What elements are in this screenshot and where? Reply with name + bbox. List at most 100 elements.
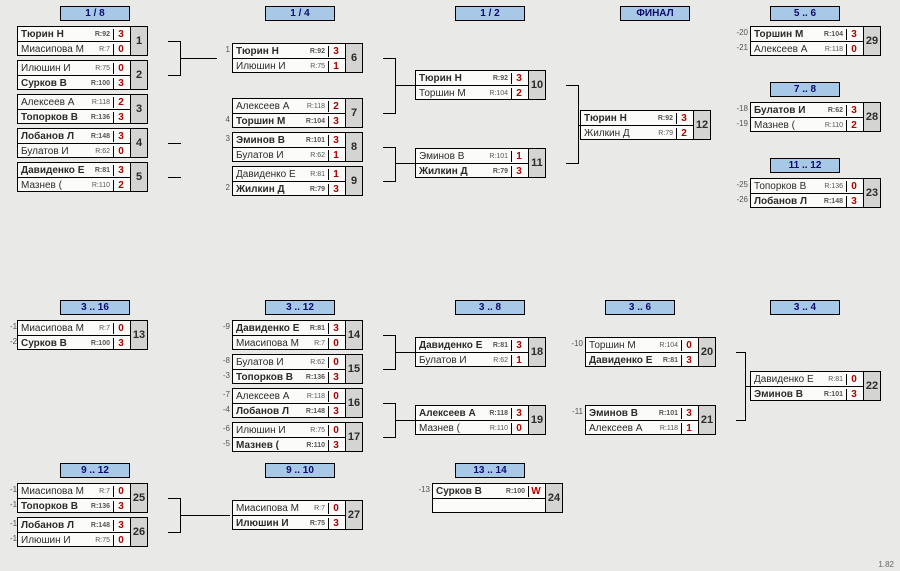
match-row: Лобанов ЛR:1483 (751, 194, 863, 209)
player-rating: R:104 (489, 90, 511, 97)
round-header: 3 .. 16 (60, 300, 130, 315)
connector (168, 177, 181, 178)
match-box: Миасипова МR:70Илюшин ИR:753 (232, 500, 346, 530)
match-row: Торшин МR:1042 (416, 86, 528, 101)
round-header: 3 .. 4 (770, 300, 840, 315)
match-row: Жилкин ДR:793 (233, 182, 345, 197)
match-box: Тюрин НR:923Миасипова МR:70 (17, 26, 131, 56)
match-row: Алексеев АR:1183 (416, 406, 528, 421)
match-row: Булатов ИR:623 (751, 103, 863, 118)
round-header: 9 .. 12 (60, 463, 130, 478)
player-score: 0 (846, 374, 861, 385)
match-box: Лобанов ЛR:1483Илюшин ИR:750 (17, 517, 131, 547)
round-header: 1 / 2 (455, 6, 525, 21)
match-box: Алексеев АR:1182Торшин МR:1043 (232, 98, 346, 128)
player-score: 2 (511, 88, 526, 99)
player-rating: R:104 (659, 342, 681, 349)
player-score: 3 (328, 46, 343, 57)
match-box: Давиденко ЕR:810Эминов ВR:1013 (750, 371, 864, 401)
player-rating: R:81 (95, 167, 113, 174)
player-rating: R:136 (91, 114, 113, 121)
player-name: Топорков В (21, 501, 91, 512)
player-score: 3 (328, 518, 343, 529)
seed: 1 (217, 45, 230, 54)
player-rating: R:136 (91, 503, 113, 510)
match-box: Давиденко ЕR:813Мазнев (R:1102 (17, 162, 131, 192)
match-box: Алексеев АR:1180Лобанов ЛR:1483 (232, 388, 346, 418)
match-row: Илюшин ИR:750 (233, 423, 345, 438)
match-row: Сурков ВR:1003 (18, 336, 130, 351)
player-rating: R:136 (306, 374, 328, 381)
match-id-badge: 17 (345, 422, 363, 452)
player-score: 0 (328, 503, 343, 514)
player-name: Лобанов Л (236, 406, 306, 417)
match-row: Тюрин НR:923 (581, 111, 693, 126)
round-header: 9 .. 10 (265, 463, 335, 478)
match-row: Давиденко ЕR:813 (233, 321, 345, 336)
player-name: Жилкин Д (236, 184, 310, 195)
match-id-badge: 26 (130, 517, 148, 547)
match-box: Сурков ВR:100W (432, 483, 546, 513)
player-rating: R:75 (310, 63, 328, 70)
match-row: Давиденко ЕR:811 (233, 167, 345, 182)
player-rating: R:110 (490, 425, 511, 432)
match-box: Илюшин ИR:750Мазнев (R:1103 (232, 422, 346, 452)
player-score: 3 (511, 340, 526, 351)
match-row: Мазнев (R:1102 (751, 118, 863, 133)
match-row (433, 499, 545, 514)
player-rating: R:92 (658, 115, 676, 122)
seed: -9 (215, 322, 230, 331)
player-rating: R:100 (91, 80, 113, 87)
match-box: Давиденко ЕR:813Миасипова МR:70 (232, 320, 346, 350)
match-row: Лобанов ЛR:1483 (233, 404, 345, 419)
match-id-badge: 24 (545, 483, 563, 513)
player-rating: R:148 (91, 133, 113, 140)
match-id-badge: 20 (698, 337, 716, 367)
player-name: Эминов В (419, 151, 489, 162)
match-row: Алексеев АR:1182 (233, 99, 345, 114)
player-score: 2 (113, 180, 128, 191)
seed: 3 (217, 134, 230, 143)
seed: -18 (735, 104, 748, 113)
seed: -10 (570, 339, 583, 348)
player-name: Алексеев А (419, 408, 489, 419)
seed: -21 (735, 43, 748, 52)
player-name: Миасипова М (236, 338, 314, 349)
player-rating: R:75 (95, 65, 113, 72)
player-name: Топорков В (754, 181, 824, 192)
round-header: 3 .. 8 (455, 300, 525, 315)
round-header: 7 .. 8 (770, 82, 840, 97)
player-score: 3 (328, 116, 343, 127)
player-rating: R:75 (310, 520, 328, 527)
player-name: Тюрин Н (584, 113, 658, 124)
match-box: Эминов ВR:1011Жилкин ДR:793 (415, 148, 529, 178)
match-id-badge: 12 (693, 110, 711, 140)
player-score: 0 (328, 391, 343, 402)
player-score: 3 (846, 196, 861, 207)
match-row: Илюшин ИR:753 (233, 516, 345, 531)
match-box: Давиденко ЕR:813Булатов ИR:621 (415, 337, 529, 367)
player-score: 3 (113, 520, 128, 531)
match-row: Топорков ВR:1363 (18, 499, 130, 514)
player-score: W (528, 486, 543, 497)
player-name: Булатов И (236, 150, 310, 161)
player-name: Давиденко Е (21, 165, 95, 176)
player-name: Илюшин И (236, 518, 310, 529)
player-rating: R:81 (828, 376, 846, 383)
match-row: Алексеев АR:1181 (586, 421, 698, 436)
player-rating: R:148 (306, 408, 328, 415)
player-score: 0 (113, 44, 128, 55)
match-row: Топорков ВR:1363 (233, 370, 345, 385)
player-rating: R:79 (493, 168, 511, 175)
round-header: 3 .. 12 (265, 300, 335, 315)
seed: -20 (735, 28, 748, 37)
bracket-root: 1 / 81 / 41 / 2ФИНАЛ5 .. 67 .. 811 .. 12… (0, 0, 900, 571)
match-row: Тюрин НR:923 (416, 71, 528, 86)
match-box: Алексеев АR:1183Мазнев (R:1100 (415, 405, 529, 435)
player-score: 3 (113, 131, 128, 142)
player-rating: R:136 (824, 183, 846, 190)
match-id-badge: 18 (528, 337, 546, 367)
match-id-badge: 27 (345, 500, 363, 530)
match-box: Давиденко ЕR:811Жилкин ДR:793 (232, 166, 346, 196)
player-score: 3 (113, 338, 128, 349)
